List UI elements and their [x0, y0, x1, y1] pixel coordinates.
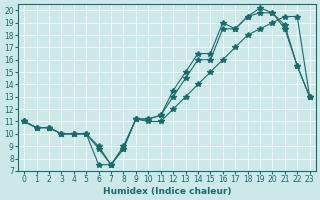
X-axis label: Humidex (Indice chaleur): Humidex (Indice chaleur) — [103, 187, 231, 196]
